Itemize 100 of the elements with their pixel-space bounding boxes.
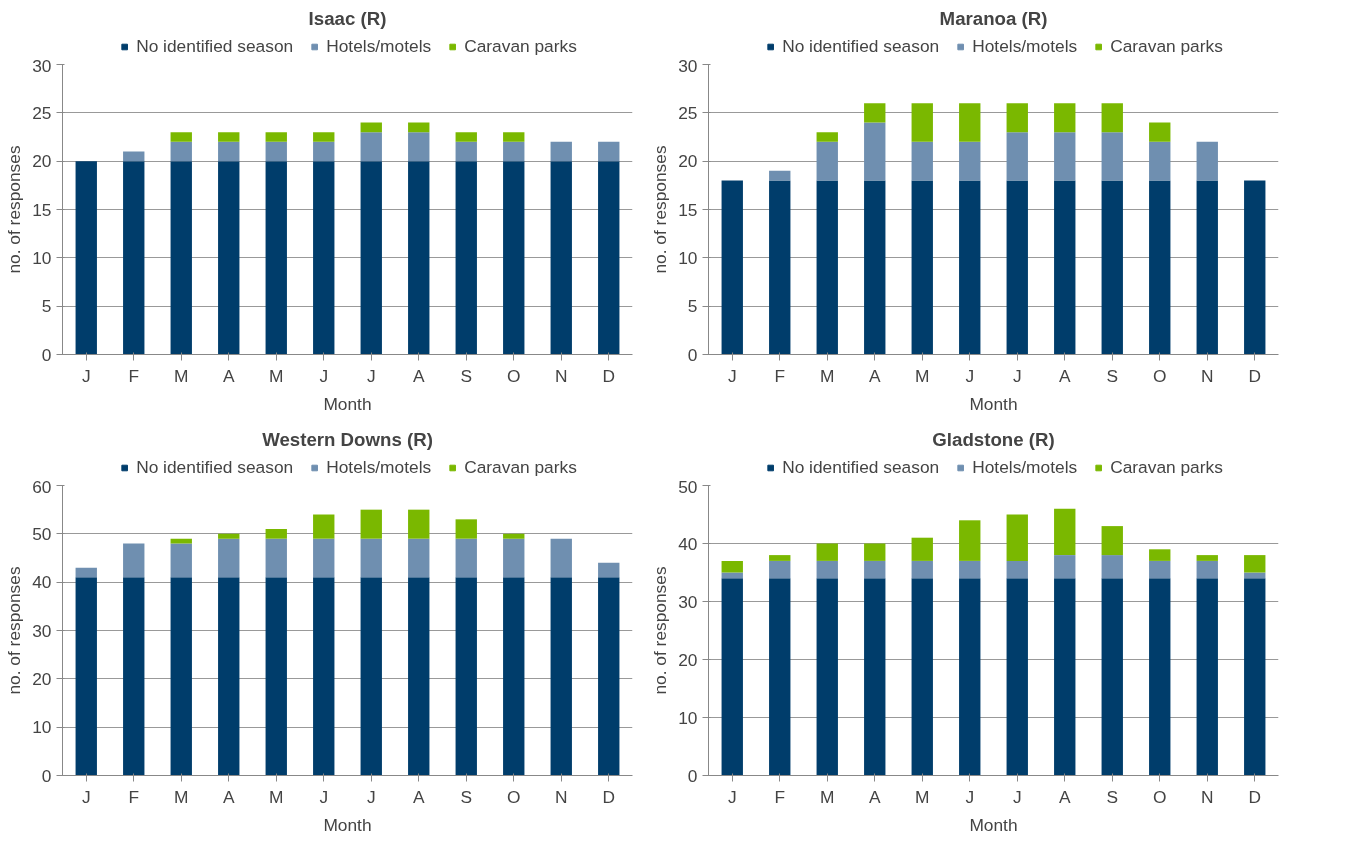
legend-label: Hotels/motels: [326, 35, 432, 57]
bar: [408, 577, 430, 776]
y-tick-label: 50: [32, 523, 52, 544]
y-tick-label: 10: [32, 717, 52, 738]
x-tick-label: D: [602, 786, 616, 807]
bar: [503, 538, 525, 578]
bar: [816, 560, 838, 579]
y-tick-label: 0: [687, 765, 698, 786]
x-tick-label: J: [1012, 365, 1022, 386]
bar: [769, 578, 791, 776]
x-tick-label: A: [1058, 786, 1071, 807]
bar: [769, 555, 791, 561]
bar: [265, 577, 287, 776]
bar: [123, 543, 145, 578]
x-axis-title: Month: [323, 393, 372, 414]
bar: [816, 180, 838, 355]
x-tick-label: M: [269, 786, 284, 807]
bar: [1149, 578, 1171, 776]
bar: [170, 543, 192, 578]
bar: [408, 538, 430, 578]
bar: [864, 103, 886, 123]
legend-label: Caravan parks: [464, 456, 577, 478]
y-tick-label: 30: [678, 55, 698, 76]
bar: [170, 577, 192, 776]
y-tick-label: 20: [32, 668, 52, 689]
bar: [503, 161, 525, 355]
x-tick-label: J: [81, 786, 91, 807]
bar: [959, 578, 981, 776]
x-tick-label: J: [319, 365, 329, 386]
bar: [1101, 555, 1123, 579]
bar: [1196, 578, 1218, 776]
bar: [408, 122, 430, 133]
bar: [218, 132, 240, 142]
bar: [1006, 103, 1028, 133]
x-tick-label: O: [1153, 786, 1167, 807]
bar: [911, 537, 933, 561]
x-axis-title: Month: [969, 393, 1018, 414]
x-tick-label: J: [366, 786, 376, 807]
x-tick-label: D: [602, 365, 616, 386]
bar: [408, 509, 430, 539]
bar: [816, 132, 838, 142]
bar: [769, 180, 791, 355]
bar: [360, 122, 382, 133]
x-tick-label: O: [1153, 365, 1167, 386]
x-tick-label: A: [222, 786, 235, 807]
bar: [598, 141, 620, 162]
bar: [1101, 578, 1123, 776]
y-axis-title: no. of responses: [650, 566, 671, 695]
legend-label: No identified season: [782, 456, 940, 478]
bar: [455, 132, 477, 142]
x-tick-label: F: [774, 786, 786, 807]
bar: [864, 560, 886, 579]
bar: [170, 161, 192, 355]
bar: [218, 141, 240, 162]
x-tick-label: J: [81, 365, 91, 386]
bar: [1006, 514, 1028, 561]
bar: [1244, 180, 1266, 355]
bar: [911, 103, 933, 142]
bar: [313, 132, 335, 142]
x-tick-label: J: [965, 786, 975, 807]
bar: [550, 538, 572, 578]
x-tick-label: S: [460, 786, 473, 807]
bar: [455, 141, 477, 162]
bar: [864, 122, 886, 181]
x-tick-label: S: [1106, 786, 1119, 807]
y-axis-title: no. of responses: [4, 145, 25, 274]
x-tick-label: D: [1248, 365, 1262, 386]
y-tick-label: 5: [41, 296, 52, 317]
bar: [1054, 180, 1076, 355]
y-tick-label: 25: [678, 102, 698, 123]
bar: [503, 132, 525, 142]
x-tick-label: A: [1058, 365, 1071, 386]
bar: [75, 567, 97, 578]
bar: [313, 538, 335, 578]
y-tick-label: 0: [687, 344, 698, 365]
bar: [864, 180, 886, 355]
bar: [123, 151, 145, 162]
x-tick-label: J: [366, 365, 376, 386]
bar: [408, 161, 430, 355]
legend-label: Caravan parks: [1110, 456, 1223, 478]
y-tick-label: 10: [678, 707, 698, 728]
bar: [1054, 578, 1076, 776]
bar: [455, 519, 477, 539]
bar: [313, 577, 335, 776]
legend-label: No identified season: [136, 456, 294, 478]
x-tick-label: N: [554, 786, 568, 807]
chart-title: Maranoa (R): [939, 7, 1048, 29]
bar: [218, 533, 240, 539]
bar: [75, 577, 97, 776]
y-tick-label: 20: [678, 151, 698, 172]
y-tick-label: 40: [32, 572, 52, 593]
bar: [816, 543, 838, 561]
y-tick-label: 0: [41, 765, 52, 786]
legend-label: Hotels/motels: [972, 456, 1078, 478]
chart-title: Western Downs (R): [262, 428, 433, 450]
bar: [313, 141, 335, 162]
x-tick-label: J: [319, 786, 329, 807]
bar: [1006, 132, 1028, 181]
x-tick-label: A: [412, 365, 425, 386]
y-tick-label: 25: [32, 102, 52, 123]
